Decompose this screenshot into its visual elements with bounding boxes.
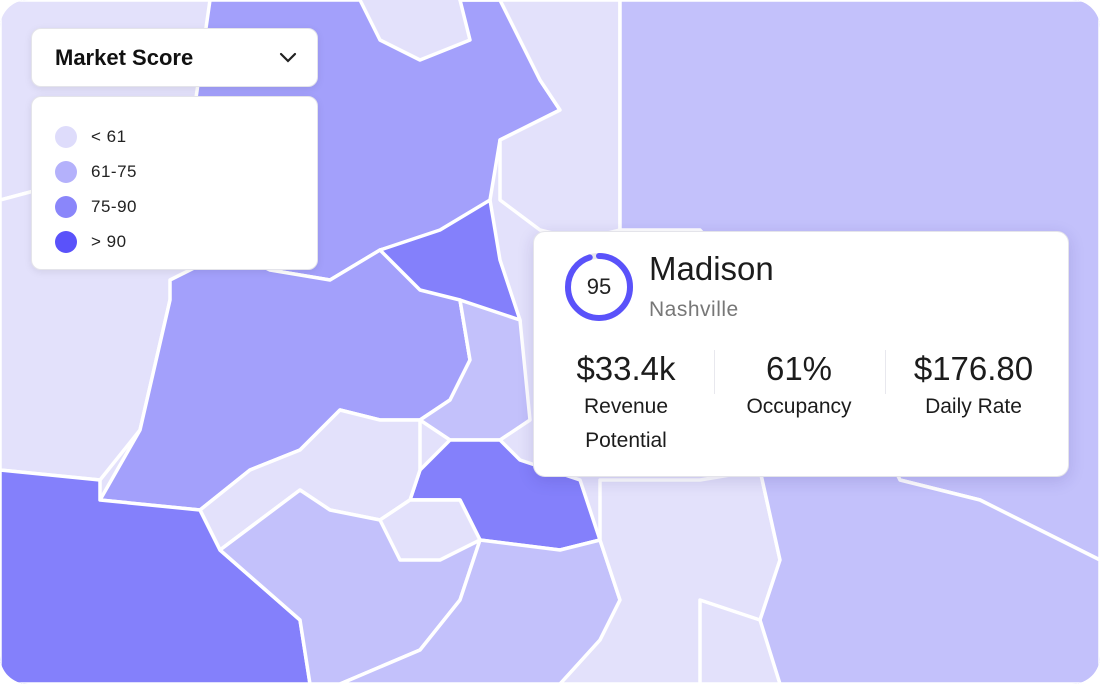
legend-swatch bbox=[55, 125, 77, 148]
stat-revenue-potential: $33.4k Revenue Potential bbox=[556, 350, 696, 458]
legend-label: 61-75 bbox=[91, 161, 137, 181]
stat-label: Daily Rate bbox=[925, 395, 1022, 418]
score-arc bbox=[565, 253, 633, 321]
stat-value: 61% bbox=[765, 350, 833, 387]
legend-label: 75-90 bbox=[91, 196, 137, 216]
legend-swatch bbox=[55, 160, 77, 183]
divider bbox=[714, 350, 715, 394]
legend-item: 75-90 bbox=[55, 189, 317, 224]
legend-swatch bbox=[55, 230, 77, 253]
legend-label: < 61 bbox=[91, 126, 127, 146]
map-legend: < 61 61-75 75-90 > 90 bbox=[31, 96, 318, 270]
chevron-down-icon bbox=[279, 52, 297, 63]
market-score-dropdown[interactable]: Market Score bbox=[31, 28, 318, 87]
legend-item: > 90 bbox=[55, 224, 317, 259]
legend-item: 61-75 bbox=[55, 154, 317, 189]
dropdown-label: Market Score bbox=[55, 44, 194, 70]
stat-occupancy: 61% Occupancy bbox=[724, 350, 874, 424]
legend-item: < 61 bbox=[55, 119, 317, 154]
region bbox=[698, 598, 782, 684]
divider bbox=[885, 350, 886, 394]
stat-daily-rate: $176.80 Daily Rate bbox=[896, 350, 1051, 424]
stat-label: Revenue Potential bbox=[583, 395, 669, 452]
score-ring bbox=[565, 253, 633, 321]
stat-value: $176.80 bbox=[913, 350, 1034, 387]
market-score-value: 95 bbox=[586, 274, 612, 299]
region-popup: 95 Madison Nashville $33.4k Revenue Pote… bbox=[533, 231, 1069, 477]
legend-label: > 90 bbox=[91, 231, 127, 251]
stat-value: $33.4k bbox=[576, 350, 676, 387]
region-name: Madison bbox=[649, 250, 774, 287]
region-city: Nashville bbox=[649, 298, 739, 321]
legend-swatch bbox=[55, 195, 77, 218]
stat-label: Occupancy bbox=[746, 395, 852, 418]
